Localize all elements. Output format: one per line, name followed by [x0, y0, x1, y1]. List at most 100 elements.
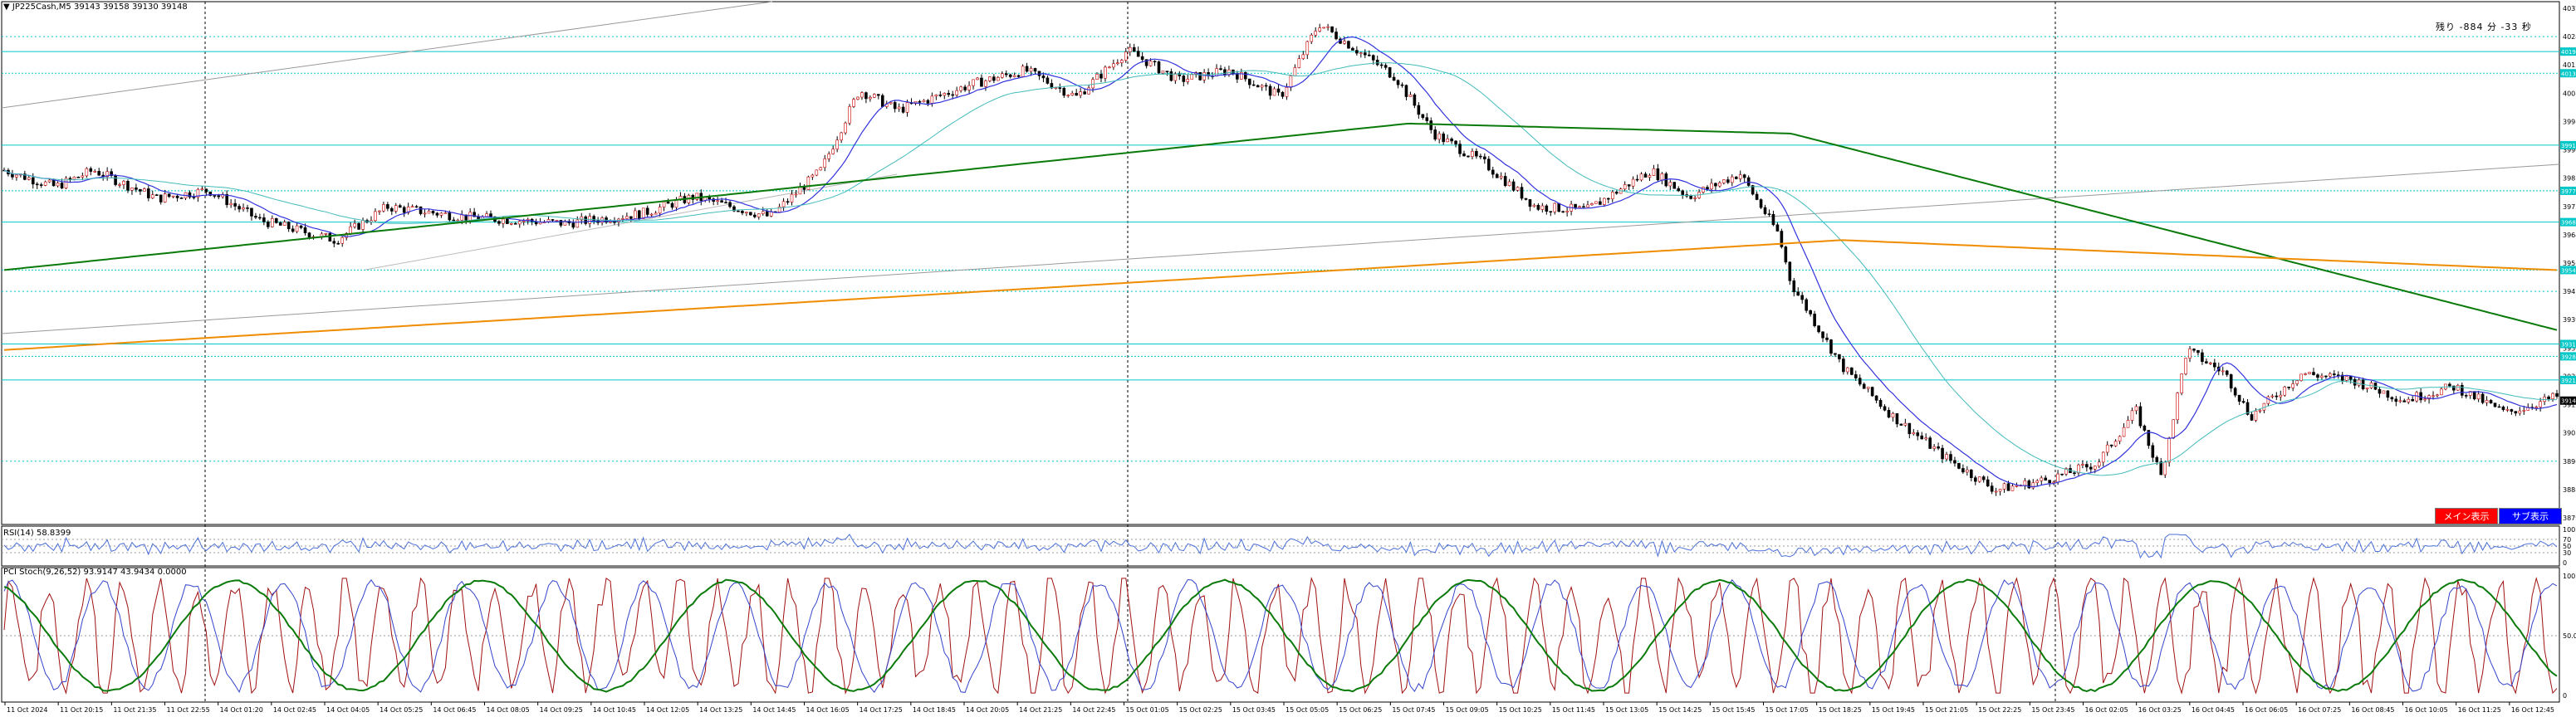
- price-scale-label: 38881: [2563, 486, 2576, 494]
- candle-body: [390, 207, 394, 212]
- ma-mid-line[interactable]: [3, 62, 2557, 476]
- candle-body: [1652, 168, 1656, 176]
- stoch-pane: [1, 567, 2560, 703]
- candle-body: [2085, 464, 2089, 468]
- ma-orange-line[interactable]: [3, 239, 2558, 351]
- time-axis-label: 11 Oct 22:55: [167, 706, 210, 714]
- candle-body: [1648, 175, 1652, 178]
- candle-body: [2130, 410, 2134, 421]
- candle-body: [1396, 80, 1400, 85]
- candle-body: [1718, 183, 1721, 187]
- candle-body: [901, 106, 905, 113]
- candle-body: [150, 194, 154, 198]
- candle-body: [827, 154, 831, 159]
- candle-body: [1932, 446, 1936, 449]
- candle-body: [1008, 74, 1012, 77]
- time-axis-label: 14 Oct 18:45: [913, 706, 956, 714]
- candle-body: [963, 86, 967, 90]
- candle-body: [1264, 85, 1268, 87]
- candle-body: [844, 122, 847, 134]
- candle-body: [1689, 195, 1692, 199]
- candle-body: [2452, 385, 2456, 391]
- ma-fast-line[interactable]: [3, 36, 2558, 488]
- time-axis-label: 15 Oct 05:05: [1286, 706, 1329, 714]
- candle-body: [97, 171, 101, 176]
- level-label: 39210: [2561, 378, 2576, 384]
- stoch-mid-line-series[interactable]: [3, 578, 2558, 694]
- candle-body: [246, 207, 249, 209]
- candle-body: [1574, 203, 1577, 208]
- candlestick-series[interactable]: [2, 23, 2559, 496]
- candle-body: [1413, 94, 1417, 106]
- candle-body: [1528, 199, 1532, 207]
- candle-body: [1557, 202, 1561, 212]
- candle-body: [242, 207, 245, 210]
- candle-body: [2279, 394, 2283, 398]
- rsi-line[interactable]: [3, 534, 2558, 559]
- candle-body: [1483, 156, 1486, 160]
- level-label-box: [2560, 140, 2576, 149]
- candle-body: [955, 90, 958, 95]
- collapse-triangle-icon[interactable]: ▼: [3, 2, 10, 12]
- candle-body: [2415, 392, 2418, 402]
- candle-body: [1545, 205, 1549, 212]
- candle-body: [934, 95, 938, 97]
- candle-body: [1763, 207, 1767, 214]
- trend-line-upper[interactable]: [1, 1, 773, 109]
- candle-body: [2522, 410, 2526, 412]
- stoch-label: PCI Stoch(9,26,52) 93.9147 43.9434 0.000…: [3, 568, 187, 577]
- price-scale-label: 39391: [2563, 316, 2576, 324]
- candle-body: [588, 216, 591, 224]
- candle-body: [473, 212, 476, 217]
- candle-body: [1775, 224, 1780, 232]
- price-scale-label: 39561: [2563, 260, 2576, 267]
- time-axis-label: 14 Oct 13:25: [699, 706, 742, 714]
- time-axis-label: 15 Oct 18:25: [1819, 706, 1862, 714]
- candle-body: [724, 202, 727, 204]
- time-axis-label: 16 Oct 04:45: [2192, 706, 2235, 714]
- candle-body: [1755, 193, 1759, 200]
- time-axis-label: 14 Oct 04:05: [326, 706, 370, 714]
- candle-body: [1870, 387, 1874, 397]
- candle-body: [282, 222, 286, 226]
- candle-body: [139, 189, 142, 192]
- candle-body: [2056, 473, 2059, 483]
- candle-body: [192, 197, 196, 198]
- candle-body: [1297, 58, 1301, 68]
- candle-body: [1970, 469, 1973, 478]
- candle-body: [1499, 176, 1503, 178]
- candle-body: [135, 188, 138, 190]
- candle-body: [1672, 182, 1677, 189]
- candle-body: [2382, 390, 2386, 394]
- candle-body: [1157, 61, 1161, 74]
- level-label-box: [2560, 352, 2576, 361]
- candle-body: [110, 171, 113, 176]
- time-axis-label: 15 Oct 09:05: [1446, 706, 1489, 714]
- candle-body: [1742, 174, 1746, 178]
- main-view-button[interactable]: メイン表示: [2435, 508, 2498, 524]
- candle-body: [229, 202, 233, 206]
- candle-body: [634, 210, 637, 219]
- candle-body: [68, 178, 72, 180]
- candle-body: [645, 207, 649, 215]
- candle-body: [2547, 396, 2550, 399]
- candle-body: [258, 217, 262, 219]
- candle-body: [307, 232, 311, 238]
- candle-body: [39, 184, 43, 186]
- stoch-slow-line[interactable]: [3, 578, 2558, 693]
- candle-body: [893, 102, 897, 110]
- candle-body: [502, 218, 505, 224]
- candle-body: [1842, 358, 1845, 373]
- trend-line-lower[interactable]: [1, 163, 2560, 334]
- candle-body: [1173, 73, 1178, 81]
- candle-body: [592, 216, 595, 222]
- sub-view-button[interactable]: サブ表示: [2499, 508, 2562, 524]
- candle-body: [336, 242, 340, 245]
- candle-body: [674, 199, 678, 208]
- candle-body: [1610, 192, 1614, 200]
- stoch-fast-line[interactable]: [3, 576, 2558, 695]
- ma-long-green-line[interactable]: [3, 122, 2558, 331]
- candle-body: [1144, 59, 1148, 66]
